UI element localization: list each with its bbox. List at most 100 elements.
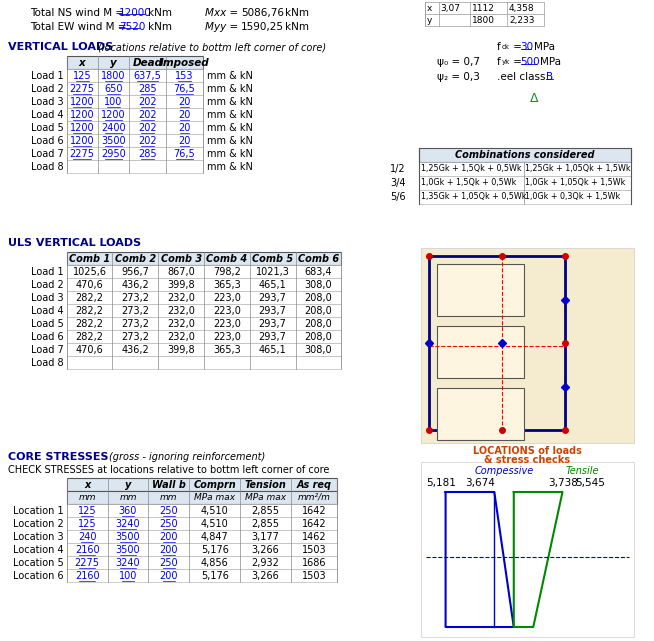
Bar — [67, 69, 203, 82]
Text: 308,0: 308,0 — [305, 345, 332, 355]
Text: 3,07: 3,07 — [441, 4, 460, 13]
Text: 683,4: 683,4 — [305, 267, 332, 277]
Text: ULS VERTICAL LOADS: ULS VERTICAL LOADS — [8, 238, 141, 248]
Bar — [67, 478, 337, 491]
Text: 365,3: 365,3 — [213, 280, 241, 290]
Text: 2275: 2275 — [70, 84, 95, 94]
Bar — [67, 278, 341, 291]
Text: ψ₀ = 0,7: ψ₀ = 0,7 — [437, 57, 480, 67]
Text: 293,7: 293,7 — [259, 293, 286, 303]
Text: 365,3: 365,3 — [213, 345, 241, 355]
Text: Tensile: Tensile — [566, 466, 599, 476]
Text: & stress checks: & stress checks — [485, 455, 570, 465]
Text: mm & kN: mm & kN — [207, 136, 253, 146]
Text: 3,266: 3,266 — [252, 545, 279, 555]
Text: 2,855: 2,855 — [251, 506, 279, 516]
Text: 1112: 1112 — [472, 4, 495, 13]
Text: kNm: kNm — [285, 8, 309, 18]
Text: 1642: 1642 — [301, 519, 326, 529]
Text: 2160: 2160 — [75, 571, 99, 581]
Text: 4,510: 4,510 — [201, 519, 229, 529]
Bar — [67, 265, 341, 278]
Text: 308,0: 308,0 — [305, 280, 332, 290]
Bar — [67, 252, 341, 265]
Text: 4,856: 4,856 — [201, 558, 229, 568]
Text: 1025,6: 1025,6 — [73, 267, 107, 277]
Text: x: x — [84, 480, 90, 490]
Text: 76,5: 76,5 — [173, 84, 196, 94]
Text: 232,0: 232,0 — [167, 332, 195, 342]
Text: MPa: MPa — [534, 42, 555, 52]
Text: 100: 100 — [119, 571, 137, 581]
Text: 3500: 3500 — [116, 532, 141, 542]
Text: B: B — [546, 72, 553, 82]
Text: Total NS wind M =: Total NS wind M = — [29, 8, 124, 18]
Text: Load 2: Load 2 — [31, 280, 63, 290]
Bar — [419, 176, 630, 190]
Bar — [419, 148, 630, 162]
Text: 153: 153 — [175, 71, 194, 81]
Text: ck: ck — [502, 44, 510, 50]
Text: Load 7: Load 7 — [31, 149, 63, 159]
Text: 12000: 12000 — [119, 8, 152, 18]
Text: MPa: MPa — [540, 57, 561, 67]
Text: 1200: 1200 — [70, 123, 95, 133]
Bar — [67, 304, 341, 317]
Text: y: y — [125, 480, 131, 490]
Text: 2950: 2950 — [101, 149, 126, 159]
Text: 465,1: 465,1 — [259, 280, 286, 290]
Bar — [67, 491, 337, 504]
Text: Wall b: Wall b — [152, 480, 186, 490]
Text: =: = — [510, 57, 525, 67]
Text: 223,0: 223,0 — [213, 332, 241, 342]
Text: 867,0: 867,0 — [167, 267, 195, 277]
Text: VERTICAL LOADS: VERTICAL LOADS — [8, 42, 113, 52]
Bar — [67, 543, 337, 556]
Text: 273,2: 273,2 — [121, 293, 149, 303]
Text: 125: 125 — [78, 506, 96, 516]
Bar — [67, 56, 203, 69]
Text: 208,0: 208,0 — [305, 319, 332, 329]
Text: f: f — [497, 42, 501, 52]
Text: 500: 500 — [521, 57, 540, 67]
Text: 5,176: 5,176 — [201, 545, 229, 555]
Text: 399,8: 399,8 — [167, 345, 195, 355]
Text: 3/4: 3/4 — [390, 178, 405, 188]
Text: 293,7: 293,7 — [259, 332, 286, 342]
Text: 3,738: 3,738 — [548, 478, 577, 488]
Text: 202: 202 — [138, 97, 157, 107]
Text: 360: 360 — [119, 506, 137, 516]
Text: Location 6: Location 6 — [13, 571, 63, 581]
Text: Imposed: Imposed — [160, 58, 209, 68]
Text: 1,25Gk + 1,05Qk + 1,5Wk: 1,25Gk + 1,05Qk + 1,5Wk — [525, 164, 631, 173]
Text: 3,177: 3,177 — [251, 532, 279, 542]
Text: 250: 250 — [160, 506, 179, 516]
Text: 4,847: 4,847 — [201, 532, 229, 542]
Text: Comb 4: Comb 4 — [206, 254, 247, 264]
Text: 2275: 2275 — [70, 149, 95, 159]
Text: 465,1: 465,1 — [259, 345, 286, 355]
Text: 1,0Gk + 0,3Qk + 1,5Wk: 1,0Gk + 0,3Qk + 1,5Wk — [525, 192, 621, 201]
Bar — [425, 2, 544, 26]
Text: 208,0: 208,0 — [305, 293, 332, 303]
Text: 282,2: 282,2 — [75, 332, 103, 342]
Text: Load 8: Load 8 — [31, 358, 63, 368]
Text: 125: 125 — [73, 71, 92, 81]
Text: Load 3: Load 3 — [31, 293, 63, 303]
Text: 1,0Gk + 1,05Qk + 1,5Wk: 1,0Gk + 1,05Qk + 1,5Wk — [525, 178, 626, 187]
Text: 3500: 3500 — [116, 545, 141, 555]
Text: 285: 285 — [138, 84, 157, 94]
Text: Load 1: Load 1 — [31, 267, 63, 277]
Text: mm & kN: mm & kN — [207, 71, 253, 81]
Text: mm & kN: mm & kN — [207, 110, 253, 120]
Text: mm & kN: mm & kN — [207, 97, 253, 107]
Bar — [67, 330, 341, 343]
Text: kNm: kNm — [285, 22, 309, 32]
Text: 1/2: 1/2 — [390, 164, 405, 174]
Text: 100: 100 — [104, 97, 122, 107]
Text: 2400: 2400 — [101, 123, 126, 133]
Text: Load 3: Load 3 — [31, 97, 63, 107]
Text: Location 3: Location 3 — [13, 532, 63, 542]
Text: 293,7: 293,7 — [259, 306, 286, 316]
Text: 20: 20 — [179, 123, 191, 133]
